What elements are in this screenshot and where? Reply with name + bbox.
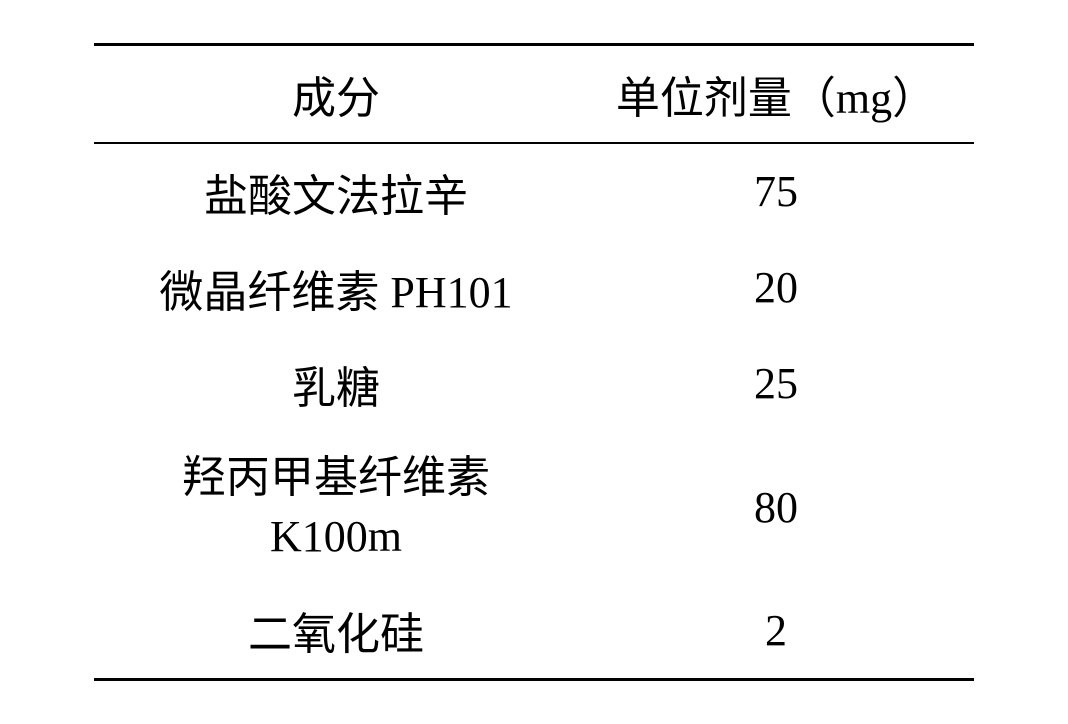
cell-ingredient: 二氧化硅: [94, 582, 578, 680]
table-body: 盐酸文法拉辛 75 微晶纤维素 PH101 20 乳糖 25 羟丙甲基纤维素K1…: [94, 143, 974, 680]
cell-dose: 25: [578, 336, 974, 432]
cell-ingredient: 羟丙甲基纤维素K100m: [94, 432, 578, 583]
cell-dose: 80: [578, 432, 974, 583]
table-row: 羟丙甲基纤维素K100m 80: [94, 432, 974, 583]
cell-ingredient: 微晶纤维素 PH101: [94, 240, 578, 336]
cell-ingredient: 盐酸文法拉辛: [94, 143, 578, 240]
cell-dose: 2: [578, 582, 974, 680]
table-row: 盐酸文法拉辛 75: [94, 143, 974, 240]
table-row: 微晶纤维素 PH101 20: [94, 240, 974, 336]
table-header-row: 成分 单位剂量（mg）: [94, 44, 974, 143]
table-row: 二氧化硅 2: [94, 582, 974, 680]
col-header-ingredient: 成分: [94, 44, 578, 143]
table-row: 乳糖 25: [94, 336, 974, 432]
cell-dose: 75: [578, 143, 974, 240]
col-header-dose: 单位剂量（mg）: [578, 44, 974, 143]
table-container: 成分 单位剂量（mg） 盐酸文法拉辛 75 微晶纤维素 PH101 20 乳糖 …: [0, 0, 1068, 724]
cell-ingredient: 乳糖: [94, 336, 578, 432]
ingredients-table: 成分 单位剂量（mg） 盐酸文法拉辛 75 微晶纤维素 PH101 20 乳糖 …: [94, 43, 974, 682]
cell-dose: 20: [578, 240, 974, 336]
